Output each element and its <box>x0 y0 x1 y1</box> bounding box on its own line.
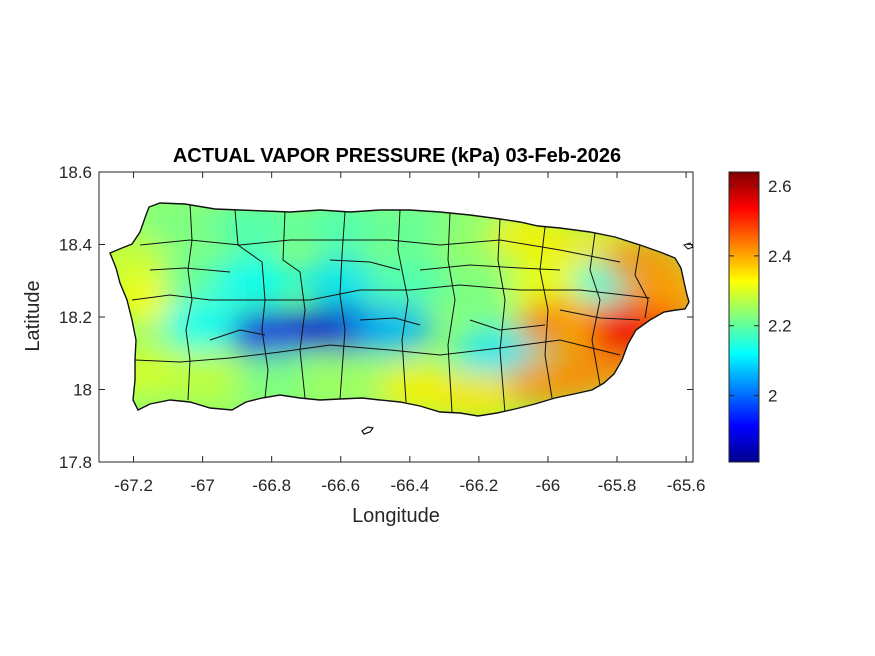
municipality-borders <box>131 203 651 414</box>
colorbar <box>728 171 760 463</box>
x-tick-label: -65.6 <box>667 476 706 495</box>
municipality-border <box>209 329 266 341</box>
chart-title: ACTUAL VAPOR PRESSURE (kPa) 03-Feb-2026 <box>173 145 621 167</box>
x-axis-label: Longitude <box>352 505 440 527</box>
municipality-border <box>419 264 561 271</box>
field-sample-blob <box>367 203 452 253</box>
municipality-border <box>282 211 306 399</box>
municipality-border <box>134 339 621 363</box>
colorbar-tick-label: 2.6 <box>768 177 792 196</box>
coastline-outline <box>109 202 690 417</box>
y-axis-label: Latitude <box>22 280 44 351</box>
x-tick-label: -67 <box>190 476 215 495</box>
field-sample-blob <box>626 265 689 318</box>
x-tick-label: -65.8 <box>598 476 637 495</box>
field-sample-blob <box>436 272 521 325</box>
field-sample-blob <box>229 309 314 362</box>
y-tick-label: 18 <box>73 381 92 400</box>
field-sample-blob <box>436 370 521 416</box>
municipality-border <box>139 239 621 263</box>
municipality-border <box>397 209 409 403</box>
municipality-border <box>469 319 546 331</box>
x-tick-label: -66.8 <box>252 476 291 495</box>
field-sample-blob <box>143 203 228 253</box>
municipality-border <box>539 226 553 399</box>
municipality-border <box>329 259 401 271</box>
colorbar-tick-label: 2 <box>768 387 777 406</box>
field-sample-blob <box>298 203 383 253</box>
colorbar-tick-label: 2.4 <box>768 247 792 266</box>
municipality-border <box>359 317 421 326</box>
colorbar-tick-label: 2.2 <box>768 317 792 336</box>
municipality-border <box>339 211 346 400</box>
field-sample-blob <box>236 352 321 405</box>
municipality-border <box>559 309 641 321</box>
eastern-key <box>683 242 694 250</box>
x-axis: -67.2 -67 -66.8 -66.6 -66.4 -66.2 -66 -65.8 -65.… <box>114 172 705 495</box>
x-tick-label: -66.4 <box>390 476 429 495</box>
x-tick-label: -66 <box>536 476 561 495</box>
field-sample-blob <box>212 203 297 253</box>
y-tick-label: 17.8 <box>59 453 92 472</box>
x-tick-label: -66.6 <box>321 476 360 495</box>
municipality-border <box>634 244 649 319</box>
caja-de-muertos-island <box>361 426 375 435</box>
municipality-border <box>149 267 231 273</box>
field-sample-blob <box>367 254 452 307</box>
field-sample-blob <box>160 298 245 351</box>
field-sample-blob <box>350 301 435 354</box>
field-sample-blob <box>110 233 169 285</box>
x-tick-label: -66.2 <box>460 476 499 495</box>
y-tick-label: 18.4 <box>59 236 92 255</box>
y-axis: 17.8 18 18.2 18.4 18.6 <box>59 163 693 472</box>
municipality-border <box>589 232 601 386</box>
x-tick-label: -67.2 <box>114 476 153 495</box>
municipality-border <box>497 218 506 414</box>
colorbar-ticks: 2 2.2 2.4 2.6 <box>729 177 792 406</box>
y-tick-label: 18.2 <box>59 308 92 327</box>
municipality-border <box>131 284 651 301</box>
field-sample-blob <box>160 352 245 405</box>
field-sample-blob <box>212 254 297 307</box>
y-tick-label: 18.6 <box>59 163 92 182</box>
